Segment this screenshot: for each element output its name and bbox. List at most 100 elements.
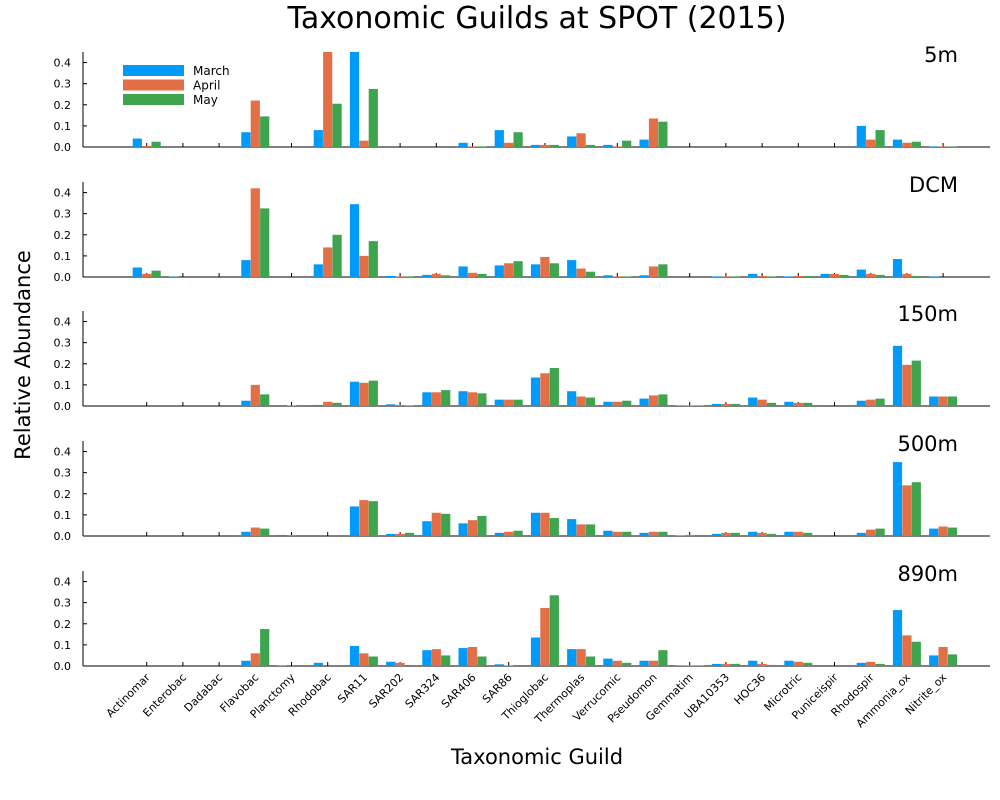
bar-5m-May-Rhodospir (875, 130, 885, 147)
bar-DCM-May-Pseudomon (658, 264, 668, 277)
bar-890m-April-UBA10353 (721, 663, 731, 666)
bar-500m-April-Planctomy (286, 534, 297, 536)
bar-DCM-March-Flavobac (241, 260, 251, 277)
bar-500m-March-SAR202 (386, 533, 396, 536)
bar-890m-April-Pseudomon (648, 660, 659, 666)
panel-label: 890m (897, 562, 958, 586)
bar-150m-April-HOC36 (757, 399, 767, 406)
bar-5m-March-Rhodospir (856, 125, 866, 147)
legend-swatch-April (123, 79, 184, 91)
bar-150m-March-Thioglobac (530, 377, 541, 406)
bar-500m-March-Thioglobac (530, 512, 541, 536)
panel-DCM: 0.0 0.1 0.2 0.3 0.4 DCM (54, 173, 990, 284)
bar-890m-March-Pseudomon (639, 660, 649, 666)
bar-5m-April-Flavobac (250, 100, 260, 147)
bar-5m-April-Rhodospir (866, 139, 876, 147)
bar-500m-March-SAR324 (422, 521, 432, 536)
bar-DCM-May-Verrucomic (622, 276, 632, 277)
bar-890m-May-Gemmatim (694, 665, 704, 666)
bar-150m-April-Gemmatim (685, 405, 695, 406)
bar-150m-May-SAR202 (404, 405, 415, 406)
bar-890m-March-Nitrite_ox (929, 655, 939, 666)
bar-890m-March-UBA10353 (711, 663, 722, 666)
bar-DCM-March-Puniceispir (820, 273, 830, 277)
bar-150m-April-Planctomy (286, 405, 297, 406)
bar-150m-March-SAR11 (349, 381, 360, 406)
y-tick-label: 0.3 (54, 467, 72, 480)
bar-DCM-May-SAR324 (441, 275, 451, 277)
bar-500m-March-HOC36 (748, 531, 758, 536)
bar-500m-April-UBA10353 (721, 532, 731, 536)
y-tick-label: 0.1 (54, 379, 72, 392)
bar-150m-March-Ammonia_ox (892, 345, 903, 406)
bar-150m-May-HOC36 (766, 402, 777, 406)
bar-500m-May-Thermoplas (585, 524, 596, 536)
bar-DCM-April-Flavobac (250, 188, 260, 277)
y-tick-label: 0.0 (54, 400, 72, 413)
bar-5m-April-Actinomar (142, 145, 152, 147)
bar-DCM-March-Thioglobac (530, 264, 541, 277)
bar-150m-March-Verrucomic (603, 401, 613, 406)
y-tick-label: 0.4 (54, 187, 72, 200)
x-tick-label: SAR324 (403, 671, 443, 711)
bar-890m-May-Pseudomon (658, 650, 668, 666)
bar-150m-April-SAR406 (467, 392, 478, 406)
bar-DCM-March-Pseudomon (639, 275, 649, 277)
bar-5m-April-SAR406 (467, 146, 478, 147)
bar-150m-April-Ammonia_ox (902, 364, 912, 406)
legend-label-April: April (193, 79, 220, 93)
bar-150m-May-UBA10353 (730, 403, 740, 406)
y-axis-title: Relative Abundance (11, 250, 35, 460)
bar-500m-May-Ammonia_ox (911, 482, 921, 536)
bar-890m-April-HOC36 (757, 663, 767, 666)
bar-890m-April-Rhodospir (866, 661, 876, 666)
bar-890m-March-SAR11 (349, 645, 360, 666)
bar-890m-March-SAR202 (386, 661, 396, 666)
bar-890m-March-Flavobac (241, 660, 251, 666)
bar-890m-March-Microtric (784, 660, 794, 666)
bar-890m-May-Verrucomic (622, 662, 632, 666)
y-tick-label: 0.3 (54, 208, 72, 221)
bar-DCM-May-SAR406 (477, 273, 487, 277)
bar-500m-March-Planctomy (277, 534, 287, 536)
bar-150m-April-Thermoplas (576, 396, 586, 406)
bar-500m-May-Gemmatim (694, 534, 704, 536)
bar-890m-March-Thermoplas (567, 649, 577, 666)
y-tick-label: 0.2 (54, 99, 72, 112)
bar-890m-April-Flavobac (250, 653, 260, 666)
bar-890m-March-Gemmatim (675, 665, 685, 666)
bar-500m-March-Ammonia_ox (892, 462, 903, 536)
bar-150m-May-Verrucomic (622, 400, 632, 406)
bar-DCM-April-SAR324 (431, 273, 441, 277)
bar-500m-April-Flavobac (250, 527, 260, 536)
bar-500m-April-HOC36 (757, 532, 767, 536)
bar-500m-April-Nitrite_ox (938, 526, 948, 536)
y-tick-label: 0.0 (54, 271, 72, 284)
bar-500m-March-UBA10353 (711, 533, 722, 536)
panels: 0.00.10.20.30.4 5m0.00.10.20.30.4 DCM0.00.… (54, 43, 990, 673)
bar-500m-May-Nitrite_ox (947, 527, 958, 536)
legend-label-May: May (193, 93, 218, 107)
bar-DCM-April-Pseudomon (648, 266, 659, 277)
bar-150m-April-Rhodospir (866, 399, 876, 406)
bar-500m-March-SAR406 (458, 523, 468, 536)
bar-150m-March-UBA10353 (711, 403, 722, 406)
y-tick-label: 0.0 (54, 660, 72, 673)
bar-500m-May-SAR324 (441, 513, 451, 536)
bar-DCM-May-SAR202 (404, 276, 415, 277)
panel-label: 150m (897, 302, 958, 326)
bar-150m-March-Microtric (784, 401, 794, 406)
bar-890m-May-SAR202 (404, 664, 415, 666)
bar-500m-April-Pseudomon (648, 531, 659, 536)
bar-890m-March-SAR86 (494, 664, 504, 666)
bar-150m-May-Gemmatim (694, 405, 704, 406)
bar-500m-May-SAR86 (513, 530, 523, 536)
bar-890m-May-Rhodospir (875, 663, 885, 666)
bar-500m-May-Flavobac (260, 528, 270, 536)
panel-label: DCM (909, 173, 958, 197)
y-tick-label: 0.1 (54, 120, 72, 133)
bar-DCM-March-SAR406 (458, 266, 468, 277)
bar-150m-April-SAR86 (504, 399, 514, 406)
bar-DCM-April-SAR202 (395, 276, 405, 277)
